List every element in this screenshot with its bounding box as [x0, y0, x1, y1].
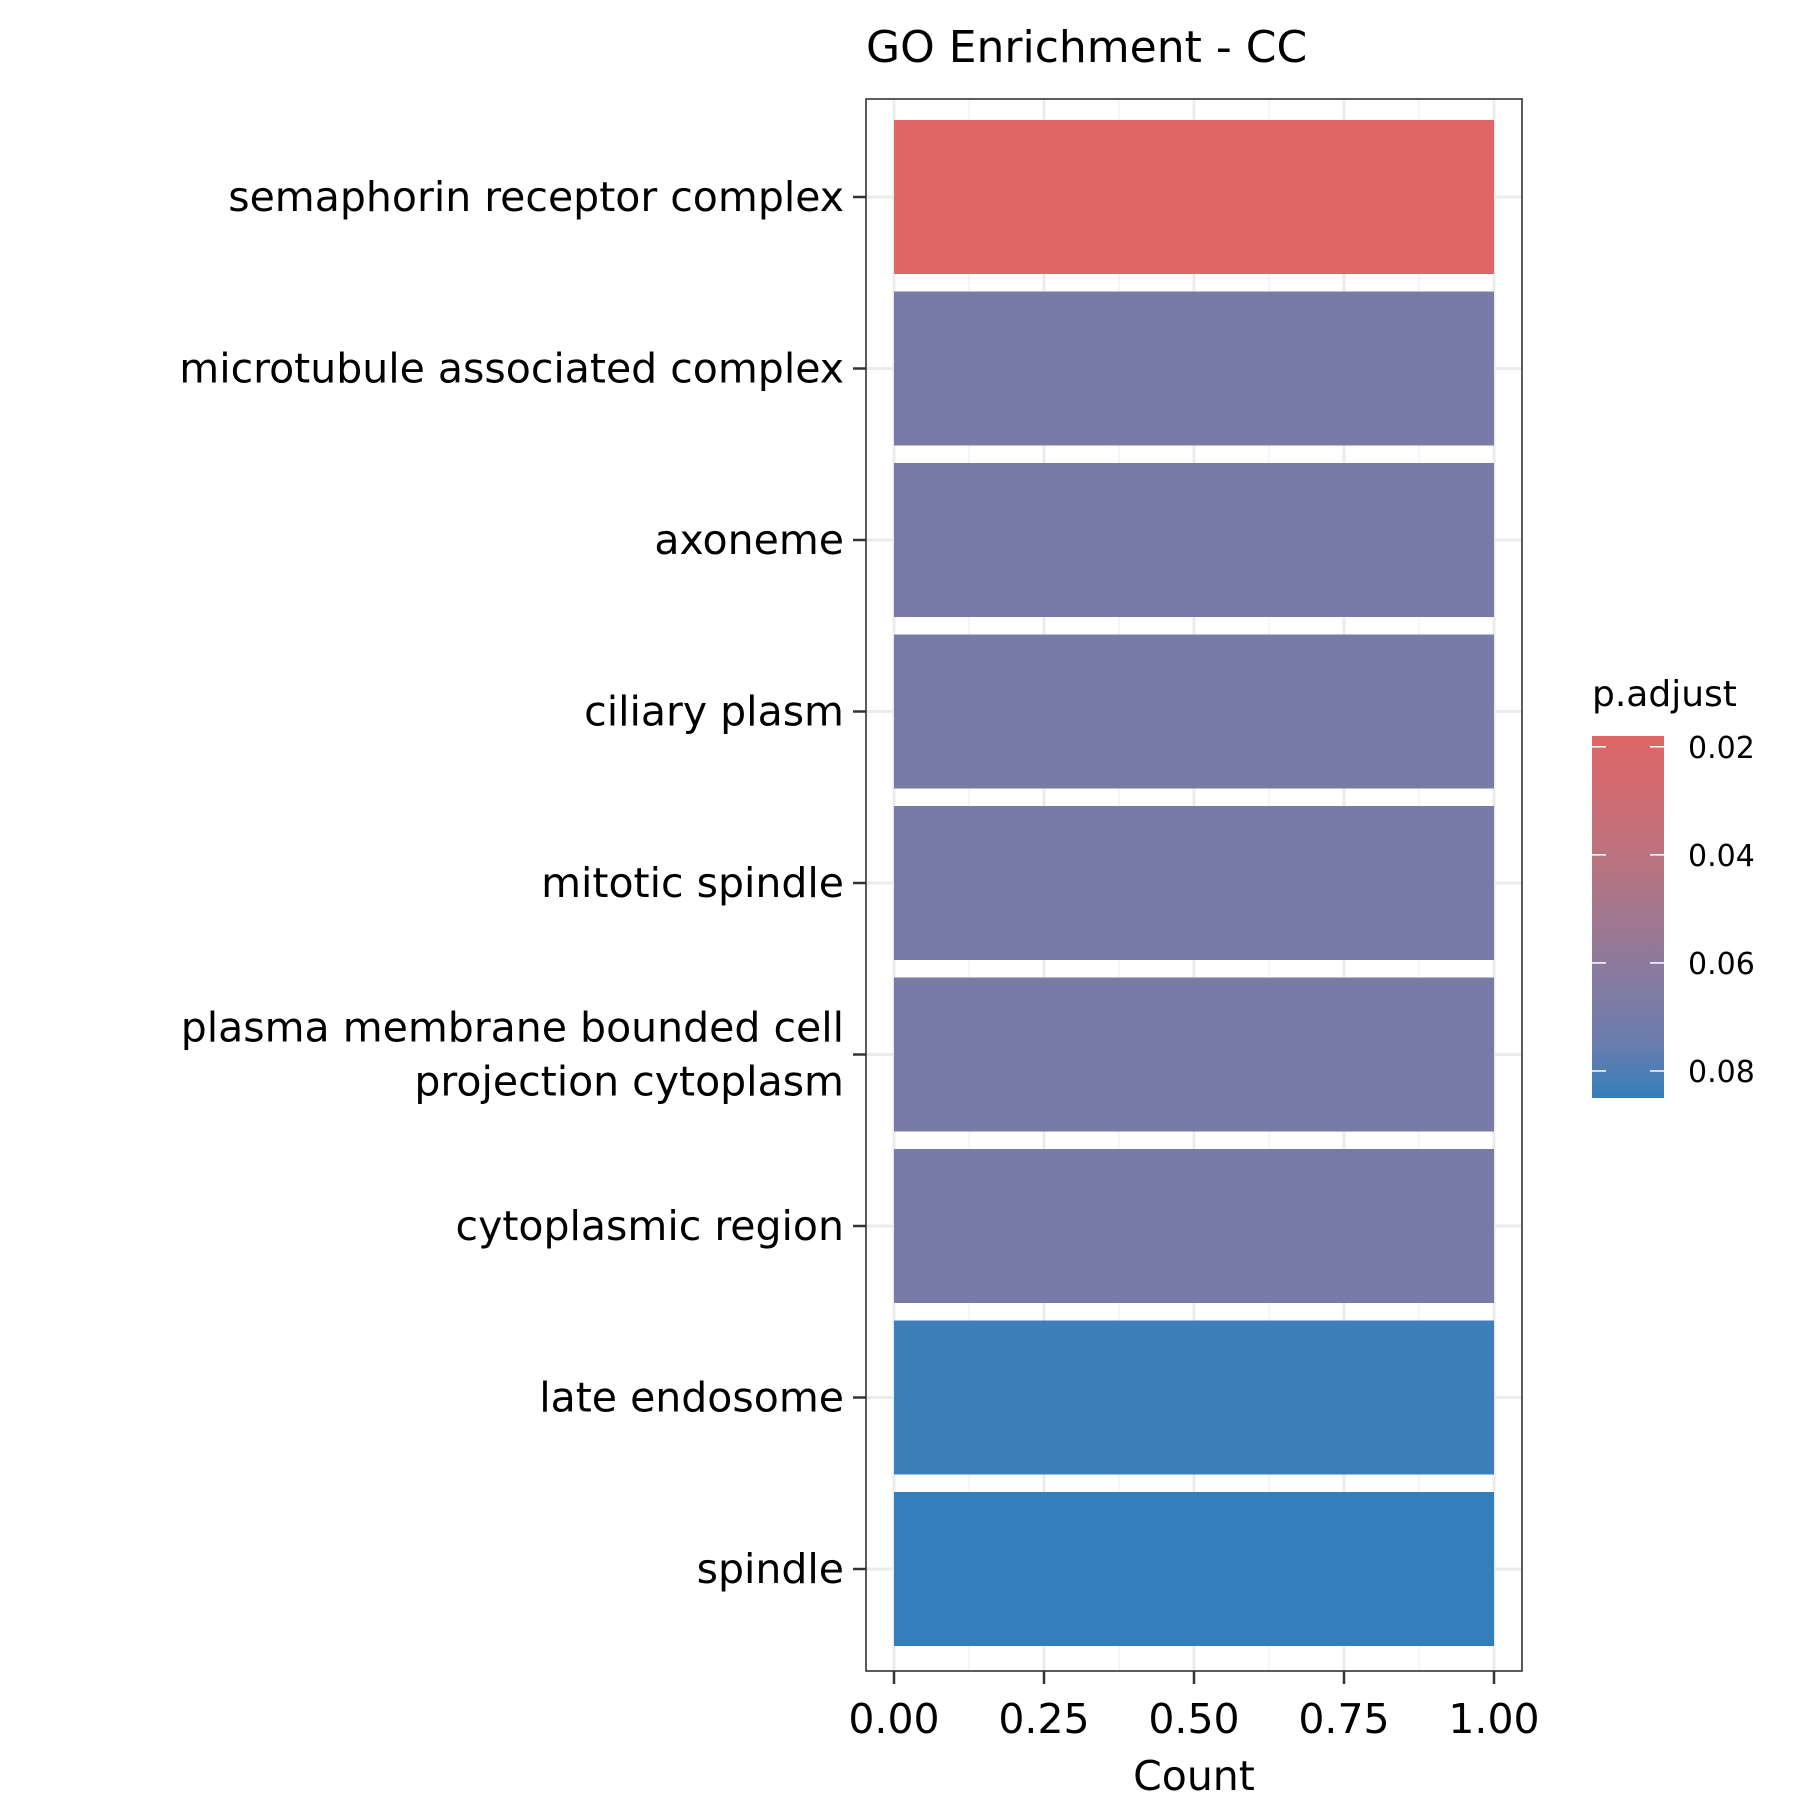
legend: p.adjust 0.02 0.04 0.06 0.08	[1592, 674, 1755, 1098]
x-tick-label: 0.00	[848, 1695, 939, 1743]
legend-tick-label: 0.02	[1688, 731, 1755, 766]
bars	[894, 120, 1494, 1646]
bar	[894, 120, 1494, 274]
bar	[894, 1149, 1494, 1303]
bar	[894, 634, 1494, 789]
y-axis: semaphorin receptor complex microtubule a…	[179, 173, 866, 1593]
x-tick-label: 0.50	[1148, 1695, 1239, 1743]
legend-title: p.adjust	[1592, 674, 1737, 715]
x-tick-label: 0.75	[1298, 1695, 1389, 1743]
legend-ticks: 0.02 0.04 0.06 0.08	[1592, 731, 1755, 1090]
y-tick-label: axoneme	[654, 516, 844, 564]
chart-title: GO Enrichment - CC	[866, 22, 1307, 73]
legend-tick-label: 0.08	[1688, 1055, 1755, 1090]
x-axis-title: Count	[1133, 1752, 1255, 1800]
y-tick-label: spindle	[697, 1545, 844, 1593]
bar	[894, 463, 1494, 617]
y-tick-label: cytoplasmic region	[456, 1202, 844, 1250]
x-tick-label: 0.25	[998, 1695, 1089, 1743]
bar	[894, 806, 1494, 960]
y-tick-label: microtubule associated complex	[179, 345, 844, 393]
bar	[894, 1320, 1494, 1475]
legend-colorbar	[1592, 736, 1664, 1098]
x-tick-label: 1.00	[1448, 1695, 1539, 1743]
y-tick-label: semaphorin receptor complex	[228, 173, 844, 221]
bar	[894, 1492, 1494, 1646]
y-tick-label: ciliary plasm	[584, 688, 844, 736]
x-axis: 0.00 0.25 0.50 0.75 1.00	[848, 1671, 1540, 1743]
legend-tick-label: 0.04	[1688, 839, 1755, 874]
y-tick-label: late endosome	[539, 1374, 844, 1422]
y-tick-label: mitotic spindle	[541, 859, 844, 907]
bar	[894, 291, 1494, 446]
bar	[894, 977, 1494, 1132]
y-tick-label: plasma membrane bounded cell projection c…	[181, 1004, 844, 1106]
legend-tick-label: 0.06	[1688, 947, 1755, 982]
